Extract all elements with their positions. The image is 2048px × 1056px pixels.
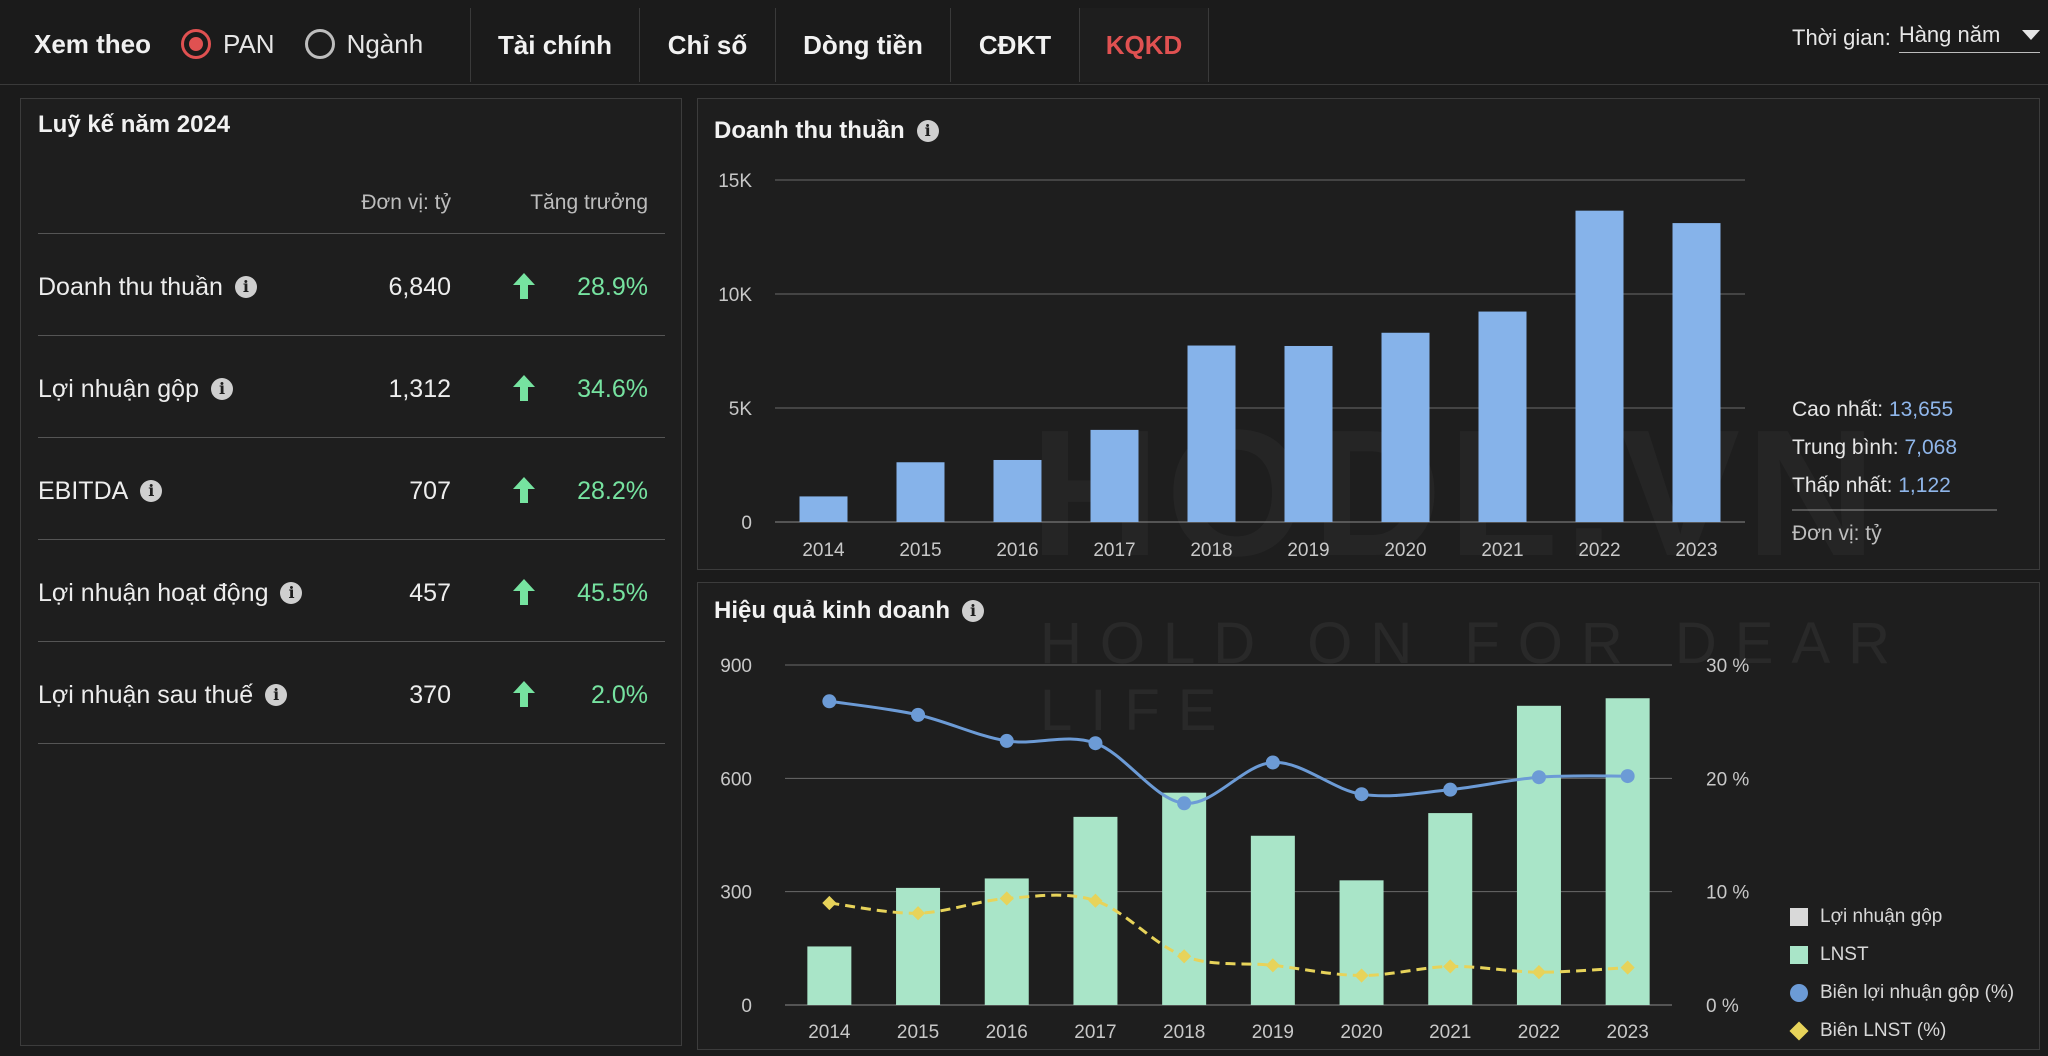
time-period-value[interactable]: Hàng năm	[1898, 22, 2001, 47]
stat-avg: Trung bình: 7,068	[1792, 429, 1997, 467]
tab-chi-so[interactable]: Chỉ số	[639, 8, 775, 82]
kpi-row: Lợi nhuận hoạt động i 457 45.5%	[21, 543, 681, 643]
efficiency-legend: Lợi nhuận gộp LNST Biên lợi nhuận gộp (%…	[1789, 898, 2014, 1050]
radio-pan[interactable]: PAN	[181, 29, 275, 60]
kpi-row: Lợi nhuận sau thuế i 370 2.0%	[21, 645, 681, 745]
chevron-down-icon[interactable]	[2022, 30, 2041, 40]
arrow-up-icon	[513, 477, 535, 503]
radio-pan-label[interactable]: PAN	[223, 28, 275, 59]
divider	[38, 539, 665, 540]
tab-kqkd[interactable]: KQKD	[1079, 8, 1209, 82]
kpi-value: 370	[409, 680, 451, 709]
legend-swatch	[1789, 1021, 1809, 1041]
kpi-name: EBITDA	[38, 476, 129, 505]
kpi-growth: 28.2%	[577, 476, 648, 505]
kpi-growth: 34.6%	[577, 374, 648, 403]
divider	[38, 437, 665, 438]
kpi-row: Doanh thu thuần i 6,840 28.9%	[21, 237, 681, 337]
kpi-growth: 28.9%	[577, 272, 648, 301]
stat-avg-label: Trung bình:	[1792, 436, 1899, 459]
legend-item[interactable]: Biên lợi nhuận gộp (%)	[1790, 974, 2014, 1012]
kpi-value: 457	[409, 578, 451, 607]
kpi-growth: 45.5%	[577, 578, 648, 607]
radio-unselected-icon[interactable]	[304, 29, 335, 59]
report-tabs: Tài chính Chỉ số Dòng tiền CĐKT KQKD	[470, 8, 1209, 82]
legend-swatch	[1790, 984, 1808, 1002]
tab-cdkt[interactable]: CĐKT	[950, 8, 1079, 82]
time-period-select[interactable]: Hàng năm	[1898, 22, 2041, 53]
divider	[38, 641, 665, 642]
legend-item[interactable]: LNST	[1790, 936, 2014, 974]
unit-column-header: Đơn vị: tỷ	[361, 191, 451, 214]
summary-panel: Luỹ kế năm 2024 Đơn vị: tỷ Tăng trưởng D…	[20, 98, 682, 1046]
stat-high: Cao nhất: 13,655	[1792, 391, 1997, 429]
legend-item[interactable]: Lợi nhuận gộp	[1790, 898, 2014, 936]
info-icon[interactable]: i	[916, 120, 939, 142]
divider	[38, 233, 665, 234]
kpi-name-group: Doanh thu thuần i	[38, 237, 257, 337]
kpi-name: Doanh thu thuần	[38, 272, 223, 301]
divider	[38, 743, 665, 744]
view-by-group: Xem theo PAN Ngành	[0, 8, 470, 80]
legend-swatch	[1790, 908, 1808, 926]
kpi-name: Lợi nhuận gộp	[38, 374, 199, 403]
kpi-growth: 2.0%	[591, 680, 648, 709]
arrow-up-icon	[513, 375, 535, 401]
divider	[38, 335, 665, 336]
stat-high-value: 13,655	[1888, 398, 1954, 421]
kpi-value: 6,840	[388, 272, 451, 301]
info-icon[interactable]: i	[210, 378, 233, 400]
growth-column-header: Tăng trưởng	[530, 191, 648, 214]
kpi-name-group: EBITDA i	[38, 441, 163, 541]
info-icon[interactable]: i	[234, 276, 257, 298]
stat-low: Thấp nhất: 1,122	[1792, 467, 1997, 505]
kpi-value: 707	[409, 476, 451, 505]
kpi-row: EBITDA i 707 28.2%	[21, 441, 681, 541]
legend-label: Lợi nhuận gộp	[1820, 906, 1943, 927]
stat-avg-value: 7,068	[1904, 436, 1958, 459]
kpi-name-group: Lợi nhuận hoạt động i	[38, 543, 303, 643]
radio-nganh-label[interactable]: Ngành	[346, 28, 424, 59]
tab-dong-tien[interactable]: Dòng tiền	[775, 8, 950, 82]
arrow-up-icon	[513, 579, 535, 605]
stats-divider	[1792, 509, 1997, 511]
info-icon[interactable]: i	[265, 684, 288, 706]
info-icon[interactable]: i	[962, 600, 985, 622]
legend-item[interactable]: Biên LNST (%)	[1789, 1012, 2014, 1050]
arrow-up-icon	[513, 681, 535, 707]
stat-low-label: Thấp nhất:	[1792, 474, 1893, 497]
info-icon[interactable]: i	[280, 582, 303, 604]
kpi-name: Lợi nhuận hoạt động	[38, 578, 269, 607]
revenue-stats: Cao nhất: 13,655 Trung bình: 7,068 Thấp …	[1792, 391, 1997, 553]
kpi-name-group: Lợi nhuận sau thuế i	[38, 645, 288, 745]
info-icon[interactable]: i	[140, 480, 163, 502]
kpi-name-group: Lợi nhuận gộp i	[38, 339, 233, 439]
stat-low-value: 1,122	[1898, 474, 1951, 497]
stat-high-label: Cao nhất:	[1792, 398, 1884, 421]
arrow-up-icon	[513, 273, 535, 299]
summary-title: Luỹ kế năm 2024	[38, 111, 231, 138]
legend-label: Biên lợi nhuận gộp (%)	[1820, 982, 2015, 1003]
legend-label: Biên LNST (%)	[1820, 1020, 1947, 1041]
radio-nganh[interactable]: Ngành	[304, 28, 424, 60]
kpi-value: 1,312	[388, 374, 451, 403]
view-by-label: Xem theo	[34, 28, 152, 59]
radio-selected-icon[interactable]	[181, 29, 212, 59]
time-filter: Thời gian: Hàng năm	[1792, 22, 2041, 53]
revenue-title: Doanh thu thuần	[714, 117, 905, 144]
revenue-title-group: Doanh thu thuần i	[714, 117, 939, 145]
revenue-panel: Doanh thu thuần i Cao nhất: 13,655 Trung…	[697, 98, 2040, 570]
efficiency-title: Hiệu quả kinh doanh	[714, 597, 951, 624]
legend-label: LNST	[1820, 944, 1869, 965]
legend-swatch	[1790, 946, 1808, 964]
top-toolbar: Xem theo PAN Ngành Tài chính Chỉ số Dòng…	[0, 0, 2048, 85]
kpi-row: Lợi nhuận gộp i 1,312 34.6%	[21, 339, 681, 439]
tab-tai-chinh[interactable]: Tài chính	[470, 8, 639, 82]
kpi-name: Lợi nhuận sau thuế	[38, 680, 254, 709]
revenue-unit: Đơn vị: tỷ	[1792, 522, 1882, 545]
efficiency-title-group: Hiệu quả kinh doanh i	[714, 597, 985, 625]
time-filter-label: Thời gian:	[1792, 24, 1891, 50]
